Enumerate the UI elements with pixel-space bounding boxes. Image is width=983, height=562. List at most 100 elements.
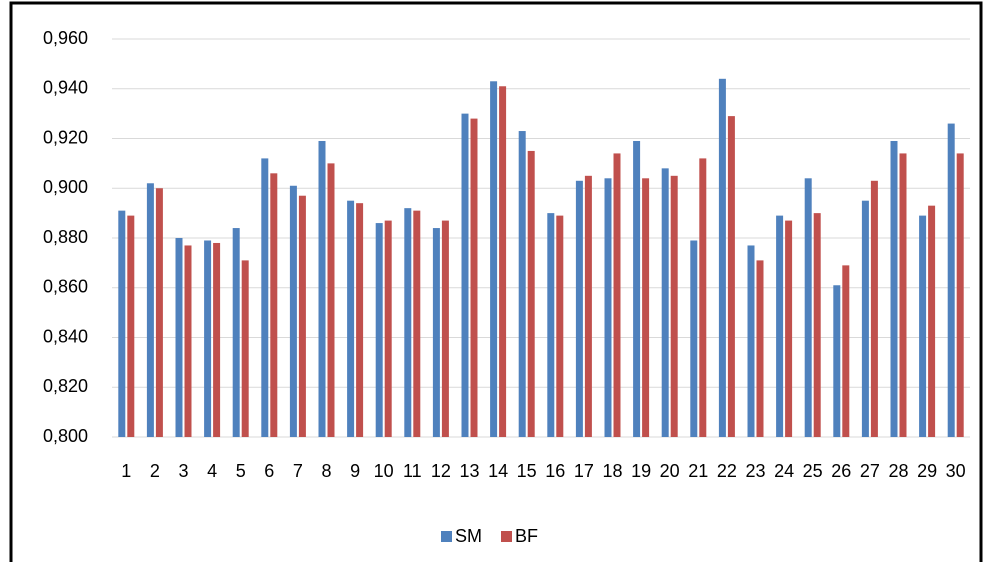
bar [289, 185, 297, 437]
x-tick-label: 20 [660, 461, 680, 481]
x-tick-label: 4 [207, 461, 217, 481]
y-tick-label: 0,860 [43, 277, 88, 297]
bar [727, 116, 735, 438]
bar [833, 285, 841, 437]
bar [899, 153, 907, 438]
bar [146, 183, 154, 437]
x-tick-label: 24 [774, 461, 794, 481]
bar [127, 215, 135, 437]
x-tick-label: 29 [917, 461, 937, 481]
bar [547, 213, 555, 437]
x-tick-label: 2 [150, 461, 160, 481]
bar [441, 220, 449, 437]
x-tick-label: 23 [745, 461, 765, 481]
legend-label: BF [515, 526, 538, 546]
bar [556, 215, 564, 437]
x-tick-label: 10 [374, 461, 394, 481]
legend-swatch [501, 531, 512, 542]
x-tick-label: 21 [688, 461, 708, 481]
x-tick-label: 19 [631, 461, 651, 481]
x-tick-label: 14 [488, 461, 508, 481]
bar [499, 86, 507, 437]
x-tick-label: 3 [178, 461, 188, 481]
x-tick-label: 12 [431, 461, 451, 481]
x-tick-label: 28 [888, 461, 908, 481]
x-tick-label: 9 [350, 461, 360, 481]
legend-label: SM [455, 526, 482, 546]
x-tick-label: 13 [459, 461, 479, 481]
y-tick-label: 0,880 [43, 227, 88, 247]
bar [956, 153, 964, 438]
bar [747, 245, 755, 437]
bar [928, 205, 936, 437]
bar [604, 178, 612, 438]
bar [184, 245, 192, 437]
x-tick-label: 7 [293, 461, 303, 481]
bar [584, 175, 592, 437]
y-tick-label: 0,940 [43, 78, 88, 98]
bar [375, 223, 383, 437]
bar [861, 200, 869, 437]
bar [718, 78, 726, 438]
bar [776, 215, 784, 437]
bar [670, 175, 678, 437]
bar [804, 178, 812, 438]
bar [298, 195, 306, 437]
bar [461, 113, 469, 437]
bar [327, 163, 335, 437]
x-tick-label: 6 [264, 461, 274, 481]
bar [527, 150, 535, 437]
bar [490, 81, 498, 437]
x-tick-label: 11 [403, 461, 422, 481]
bar [642, 178, 650, 438]
x-tick-label: 1 [121, 461, 131, 481]
bar [118, 210, 126, 437]
bar [947, 123, 955, 437]
y-tick-label: 0,800 [43, 426, 88, 446]
bar [241, 260, 249, 437]
bar [785, 220, 793, 437]
bar [870, 180, 878, 437]
bar [270, 173, 278, 437]
x-tick-label: 17 [574, 461, 594, 481]
bar [842, 265, 850, 437]
y-tick-label: 0,820 [43, 376, 88, 396]
x-tick-label: 30 [946, 461, 966, 481]
chart-frame [9, 1, 983, 562]
bar [232, 228, 240, 437]
bar [347, 200, 355, 437]
x-tick-label: 16 [545, 461, 565, 481]
x-tick-label: 18 [602, 461, 622, 481]
bar [518, 131, 526, 437]
x-tick-label: 27 [860, 461, 880, 481]
x-tick-label: 25 [803, 461, 823, 481]
bar [213, 242, 221, 437]
bar [661, 168, 669, 437]
x-tick-label: 26 [831, 461, 851, 481]
bar [613, 153, 621, 438]
x-tick-label: 22 [717, 461, 737, 481]
bar [690, 240, 698, 437]
y-tick-label: 0,920 [43, 127, 88, 147]
bar [890, 140, 898, 438]
bar [404, 208, 412, 437]
bar [356, 203, 364, 437]
bar [470, 118, 478, 437]
x-tick-label: 5 [236, 461, 246, 481]
x-tick-label: 8 [321, 461, 331, 481]
bar [813, 213, 821, 437]
x-tick-label: 15 [517, 461, 537, 481]
bar [384, 220, 392, 437]
y-tick-label: 0,900 [43, 177, 88, 197]
bar [575, 180, 583, 437]
bar [261, 158, 269, 437]
legend-swatch [441, 531, 452, 542]
y-tick-label: 0,960 [43, 28, 88, 48]
y-tick-label: 0,840 [43, 326, 88, 346]
bar [318, 140, 326, 438]
bar [919, 215, 927, 437]
bar [204, 240, 212, 437]
bar [175, 238, 183, 437]
bar [413, 210, 421, 437]
